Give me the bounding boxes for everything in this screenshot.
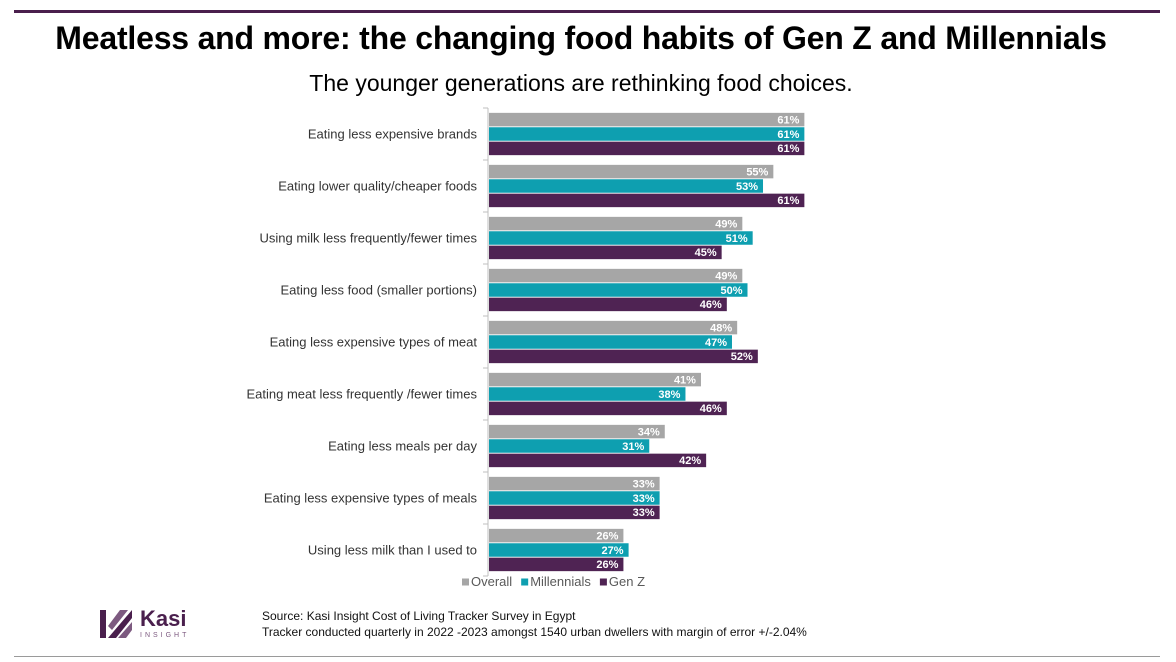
- data-label: 31%: [622, 441, 644, 453]
- bar-overall: [489, 476, 660, 491]
- bar-overall: [489, 112, 805, 127]
- bar-overall: [489, 320, 738, 335]
- data-label: 49%: [715, 270, 737, 282]
- bar-overall: [489, 216, 743, 231]
- bar-gen-z: [489, 557, 624, 572]
- data-label: 34%: [638, 426, 660, 438]
- data-label: 26%: [596, 530, 618, 542]
- category-label: Eating meat less frequently /fewer times: [247, 387, 478, 402]
- bar-gen-z: [489, 297, 727, 312]
- bar-millennials: [489, 127, 805, 141]
- category-label: Eating less expensive types of meat: [270, 335, 478, 350]
- category-label: Eating lower quality/cheaper foods: [278, 179, 477, 194]
- bar-overall: [489, 164, 774, 179]
- legend-swatch-overall: [462, 578, 469, 586]
- data-label: 26%: [596, 559, 618, 571]
- data-label: 53%: [736, 181, 758, 193]
- source-note: Source: Kasi Insight Cost of Living Trac…: [262, 608, 807, 640]
- bar-gen-z: [489, 245, 722, 260]
- data-label: 46%: [700, 403, 722, 415]
- bar-millennials: [489, 543, 629, 557]
- bar-overall: [489, 268, 743, 283]
- legend-swatch-gen-z: [599, 578, 607, 586]
- data-label: 52%: [731, 351, 753, 363]
- data-label: 33%: [633, 507, 655, 519]
- category-label: Eating less expensive brands: [308, 127, 478, 142]
- top-divider: [14, 10, 1160, 13]
- legend-label: Gen Z: [609, 574, 645, 589]
- data-label: 33%: [633, 478, 655, 490]
- category-label: Eating less food (smaller portions): [280, 283, 477, 298]
- category-label: Eating less meals per day: [328, 439, 477, 454]
- bar-gen-z: [489, 141, 805, 156]
- data-label: 46%: [700, 299, 722, 311]
- bar-overall: [489, 424, 665, 439]
- bar-gen-z: [489, 401, 727, 416]
- method-note: Tracker conducted quarterly in 2022 -202…: [262, 625, 807, 639]
- bar-millennials: [489, 335, 732, 349]
- data-label: 47%: [705, 337, 727, 349]
- data-label: 55%: [746, 166, 768, 178]
- data-label: 38%: [658, 389, 680, 401]
- kasi-logo: Kasi INSIGHT: [98, 606, 208, 646]
- logo-tagline: INSIGHT: [140, 632, 190, 639]
- chart-subtitle: The younger generations are rethinking f…: [309, 70, 853, 96]
- data-label: 27%: [602, 545, 624, 557]
- legend-label: Overall: [471, 574, 512, 589]
- category-label: Eating less expensive types of meals: [264, 491, 478, 506]
- bar-millennials: [489, 231, 753, 245]
- data-label: 50%: [720, 285, 742, 297]
- bar-overall: [489, 528, 624, 543]
- data-label: 33%: [633, 493, 655, 505]
- bar-overall: [489, 372, 701, 387]
- bar-millennials: [489, 283, 748, 297]
- source-line: Source: Kasi Insight Cost of Living Trac…: [262, 609, 576, 623]
- data-label: 61%: [777, 129, 799, 141]
- data-label: 41%: [674, 374, 696, 386]
- bar-millennials: [489, 491, 660, 505]
- legend-swatch-millennials: [521, 578, 529, 586]
- chart-title: Meatless and more: the changing food hab…: [55, 20, 1107, 56]
- bar-gen-z: [489, 505, 660, 520]
- bar-millennials: [489, 439, 650, 453]
- logo-name: Kasi: [140, 606, 187, 631]
- category-label: Using less milk than I used to: [308, 543, 477, 558]
- legend-label: Millennials: [530, 574, 591, 589]
- data-label: 61%: [777, 195, 799, 207]
- bar-millennials: [489, 387, 686, 401]
- data-label: 61%: [777, 143, 799, 155]
- category-label: Using milk less frequently/fewer times: [260, 231, 478, 246]
- bar-gen-z: [489, 193, 805, 208]
- data-label: 49%: [715, 218, 737, 230]
- bar-gen-z: [489, 453, 707, 468]
- kasi-logo-icon: [100, 610, 132, 638]
- data-label: 51%: [726, 233, 748, 245]
- data-label: 48%: [710, 322, 732, 334]
- data-label: 61%: [777, 114, 799, 126]
- data-label: 42%: [679, 455, 701, 467]
- data-label: 45%: [695, 247, 717, 259]
- bottom-divider: [14, 656, 1160, 657]
- bar-gen-z: [489, 349, 758, 364]
- bar-millennials: [489, 179, 764, 193]
